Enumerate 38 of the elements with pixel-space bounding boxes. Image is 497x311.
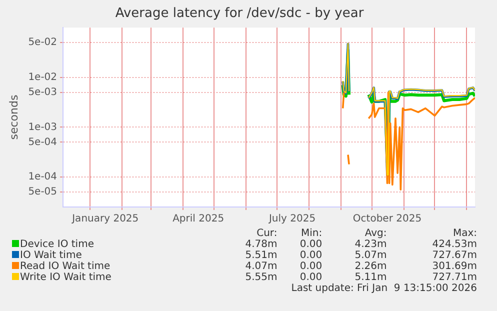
y-tick-label: 5e-03 [28, 86, 58, 98]
x-tick-label: April 2025 [172, 214, 224, 225]
text: 301.69m [431, 261, 477, 272]
text: 4.23m [354, 239, 387, 250]
text: 0.00 [298, 239, 322, 250]
y-tick-label: 1e-03 [28, 122, 58, 133]
text: 0.00 [298, 261, 322, 272]
text: 727.67m [431, 250, 477, 261]
text: 5.51m [244, 250, 278, 261]
chart-title: Average latency for /dev/sdc - by year [115, 6, 364, 22]
text: Min: [300, 228, 322, 239]
y-tick-label: 1e-04 [28, 172, 58, 183]
text: 0.00 [298, 250, 322, 261]
text: Max: [452, 228, 477, 239]
x-tick-label: October 2025 [352, 214, 422, 225]
y-tick-label: 5e-04 [28, 136, 58, 148]
legend-label: IO Wait time [20, 250, 82, 261]
x-tick-label: July 2025 [268, 214, 316, 225]
text: Avg: [364, 228, 387, 239]
text: 727.71m [431, 272, 477, 283]
text: 0.00 [298, 272, 322, 283]
text: 5.55m [244, 272, 278, 283]
text: Cur: [256, 228, 278, 239]
text: Last update: Fri Jan 9 13:15:00 2026 [290, 283, 477, 294]
y-tick-label: 1e-02 [28, 72, 58, 83]
y-axis-title: seconds [7, 94, 20, 140]
legend-label: Write IO Wait time [20, 272, 112, 283]
x-tick-label: January 2025 [71, 214, 139, 225]
legend-label: Device IO time [20, 239, 94, 250]
legend-label: Read IO Wait time [20, 261, 110, 272]
text: 424.53m [431, 239, 477, 250]
text: 2.26m [354, 261, 387, 272]
text: 4.07m [244, 261, 278, 272]
y-tick-label: 5e-02 [28, 37, 58, 48]
text: 4.78m [244, 239, 278, 250]
y-tick-label: 5e-05 [28, 186, 58, 198]
text: 5.11m [354, 272, 387, 283]
text: 5.07m [354, 250, 387, 261]
